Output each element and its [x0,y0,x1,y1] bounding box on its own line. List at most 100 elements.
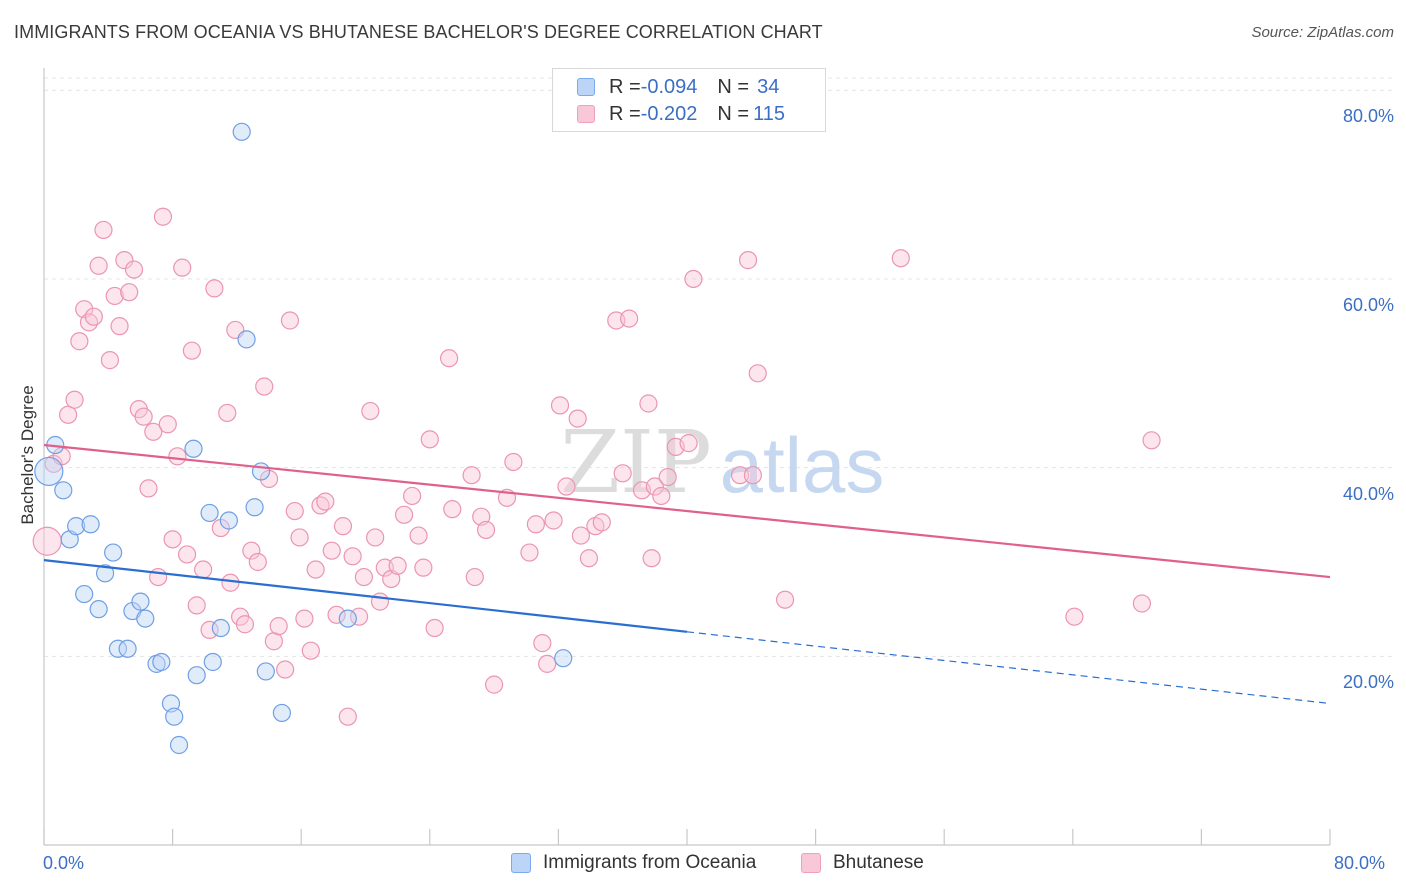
bhutanese-point [354,567,373,587]
bhutanese-point [290,528,309,547]
oceania-point [184,439,203,458]
stats-legend-row-bhutanese: R = -0.202 N = 115 [577,102,785,126]
bhutanese-legend-swatch [801,853,821,873]
bhutanese-point [168,447,187,466]
oceania-swatch [577,78,595,96]
bhutanese-point [891,249,910,268]
bhutanese-point [285,501,304,521]
bhutanese-point [163,530,182,549]
bhutanese-point [139,479,158,498]
bhutanese-point [366,528,385,547]
oceania-point [245,498,264,517]
bhutanese-point [248,552,267,572]
oceania-point [152,652,171,672]
oceania-point [338,609,357,628]
bhutanese-point [65,390,84,409]
bhutanese-point [235,615,255,634]
stats-legend-row-oceania: R = -0.094 N = 34 [577,75,779,99]
watermark-atlas: atlas [720,421,885,509]
bhutanese-point [301,641,320,660]
n-label: N = [717,75,750,98]
bhutanese-point [218,403,237,423]
bhutanese-point [242,541,261,560]
r-label: R = [609,75,641,98]
bhutanese-point [187,596,206,615]
oceania-point [81,515,100,534]
bhutanese-point [205,279,224,298]
bhutanese-point [177,545,197,564]
bhutanese-point [59,405,78,424]
bhutanese-point [775,590,795,609]
bhutanese-swatch [577,105,595,123]
chart-title: IMMIGRANTS FROM OCEANIA VS BHUTANESE BAC… [14,22,823,42]
bhutanese-point [361,401,380,421]
bhutanese-point [158,415,177,434]
oceania-point [237,330,256,349]
bhutanese-point [684,269,703,289]
bhutanese-trend-line [43,443,1331,579]
bhutanese-point [280,311,300,330]
n-value: 115 [753,102,785,125]
bhutanese-point [550,396,570,415]
bhutanese-point [338,707,357,726]
bhutanese-point [592,513,611,532]
bhutanese-point [533,634,552,653]
bhutanese-point [269,617,288,636]
bhutanese-point [443,500,462,519]
axes [43,68,1331,846]
bhutanese-point [504,452,523,472]
bhutanese-point [620,309,639,328]
bhutanese-point [194,560,213,579]
bhutanese-point [403,486,422,506]
bhutanese-point [182,341,201,360]
bhutanese-point [1142,431,1161,450]
oceania-point [34,456,64,487]
bhutanese-point [264,632,283,651]
bhutanese-point [276,660,295,679]
bhutanese-point [173,258,192,277]
bhutanese-point [221,573,240,592]
bhutanese-point [738,251,758,270]
bhutanese-point [144,422,163,441]
bhutanese-point [613,464,632,483]
bhutanese-point [425,618,444,638]
bhutanese-point [94,220,113,240]
bhutanese-point [679,434,698,453]
bhutanese-point [120,283,139,302]
oceania-point [219,511,238,530]
oceania-trend-line [43,559,688,633]
bhutanese-point [642,549,661,568]
bhutanese-point [520,543,539,562]
oceania-point [232,122,251,141]
r-value: -0.094 [640,75,698,98]
bhutanese-point [255,377,274,396]
n-label: N = [717,102,750,125]
legend-label: Bhutanese [833,852,924,873]
bhutanese-point [110,317,129,336]
bhutanese-point [89,256,108,275]
bhutanese-point [652,486,671,506]
bhutanese-point [639,394,658,413]
r-value: -0.202 [640,102,698,125]
oceania-point [256,662,275,681]
y-tick-label: 20.0% [1342,672,1394,693]
y-tick-label: 40.0% [1342,483,1394,504]
bhutanese-point [84,307,103,326]
watermark: ZIP atlas [560,413,884,513]
bhutanese-point [100,351,120,370]
x-tick-label-max: 80.0% [1334,853,1386,873]
bhutanese-point [645,477,664,496]
oceania-point [136,609,155,628]
oceania-point [211,618,230,638]
r-label: R = [609,102,641,125]
oceania-point [203,652,222,672]
bhutanese-point [349,607,369,626]
legend-item-oceania: Immigrants from Oceania [511,852,756,874]
oceania-point [75,584,94,604]
oceania-point [554,649,573,668]
bhutanese-point [124,260,144,279]
bhutanese-point [316,492,335,511]
trend-lines [43,443,1331,705]
bhutanese-point [526,515,545,534]
